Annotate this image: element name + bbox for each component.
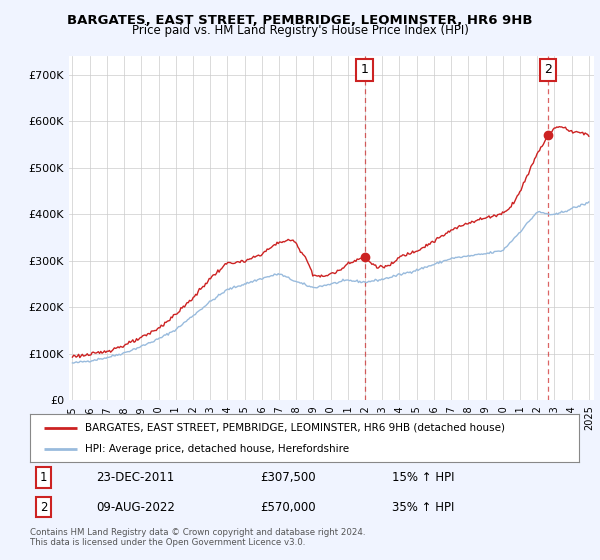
Text: Price paid vs. HM Land Registry's House Price Index (HPI): Price paid vs. HM Land Registry's House … <box>131 24 469 37</box>
Text: HPI: Average price, detached house, Herefordshire: HPI: Average price, detached house, Here… <box>85 444 349 454</box>
Text: BARGATES, EAST STREET, PEMBRIDGE, LEOMINSTER, HR6 9HB (detached house): BARGATES, EAST STREET, PEMBRIDGE, LEOMIN… <box>85 423 505 433</box>
Text: 23-DEC-2011: 23-DEC-2011 <box>96 471 174 484</box>
Text: 2: 2 <box>40 501 47 514</box>
Text: 09-AUG-2022: 09-AUG-2022 <box>96 501 175 514</box>
Text: £570,000: £570,000 <box>260 501 316 514</box>
Text: 15% ↑ HPI: 15% ↑ HPI <box>392 471 455 484</box>
Text: 2: 2 <box>544 63 552 76</box>
Text: BARGATES, EAST STREET, PEMBRIDGE, LEOMINSTER, HR6 9HB: BARGATES, EAST STREET, PEMBRIDGE, LEOMIN… <box>67 14 533 27</box>
Text: £307,500: £307,500 <box>260 471 316 484</box>
Text: Contains HM Land Registry data © Crown copyright and database right 2024.
This d: Contains HM Land Registry data © Crown c… <box>30 528 365 547</box>
Text: 1: 1 <box>40 471 47 484</box>
Text: 35% ↑ HPI: 35% ↑ HPI <box>392 501 455 514</box>
Text: 1: 1 <box>361 63 368 76</box>
